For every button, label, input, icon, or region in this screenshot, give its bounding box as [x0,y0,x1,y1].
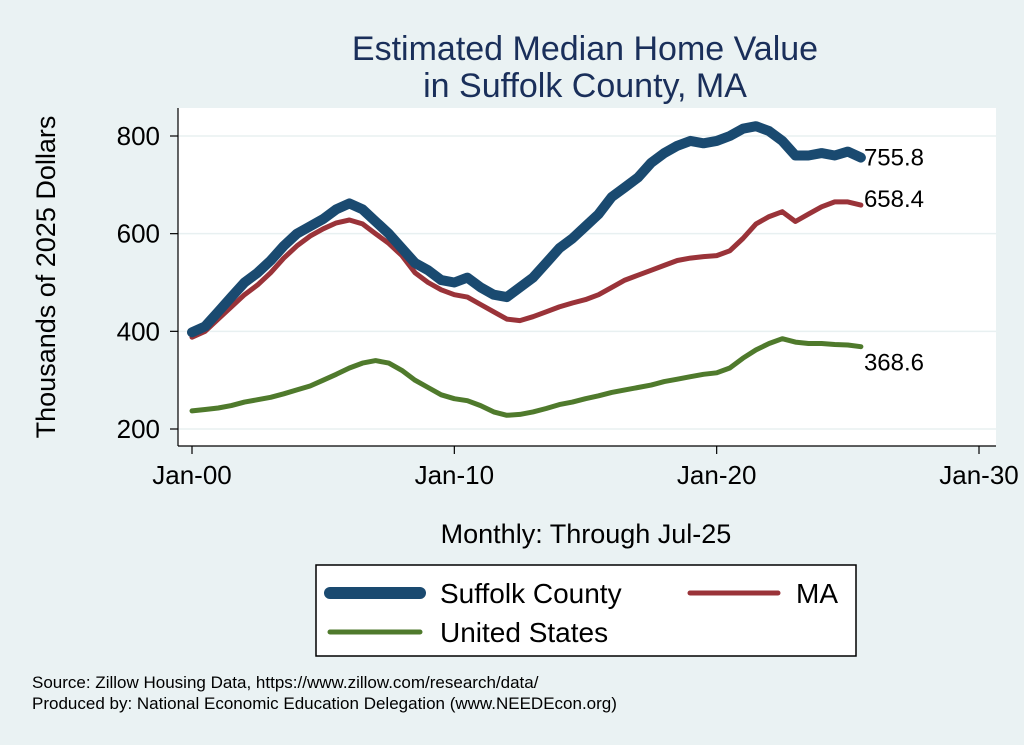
legend-label-suffolk-county: Suffolk County [440,578,622,609]
legend-label-united-states: United States [440,617,608,648]
x-tick-label-jan-00: Jan-00 [152,460,232,490]
y-axis-title: Thousands of 2025 Dollars [31,116,61,439]
y-tick-label-200: 200 [117,414,160,444]
chart-title-line-1: Estimated Median Home Value [352,30,818,68]
end-label-suffolk-county: 755.8 [864,145,924,172]
plot-area [178,108,996,446]
y-axis-ticks: 200 400 600 800 [117,121,178,444]
x-tick-label-jan-20: Jan-20 [677,460,757,490]
source-line-1: Source: Zillow Housing Data, https://www… [32,673,539,692]
end-label-ma: 658.4 [864,186,924,213]
legend-box [315,564,857,657]
legend-label-ma: MA [796,578,838,609]
end-labels: 368.6 658.4 755.8 [864,145,924,377]
y-tick-label-800: 800 [117,121,160,151]
source-line-2: Produced by: National Economic Education… [32,694,617,713]
chart-title-line-2: in Suffolk County, MA [423,67,747,105]
series-line-suffolk-county [187,121,866,338]
x-axis-title: Monthly: Through Jul-25 [441,519,732,549]
x-tick-label-jan-30: Jan-30 [939,460,1019,490]
x-tick-label-jan-10: Jan-10 [415,460,495,490]
y-tick-label-600: 600 [117,219,160,249]
end-label-united-states: 368.6 [864,350,924,377]
series-line-united-states [189,336,864,418]
x-axis-ticks: Jan-00 Jan-10 Jan-20 Jan-30 [152,446,1019,490]
series-line-ma [189,199,864,340]
y-tick-label-400: 400 [117,316,160,346]
legend: Suffolk County MA United States [315,564,857,657]
series-layer [187,121,866,418]
